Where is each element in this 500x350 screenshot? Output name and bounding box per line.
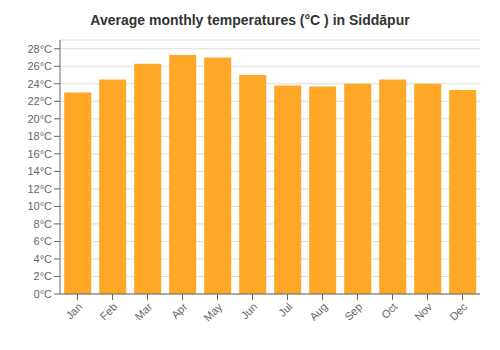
svg-text:12°C: 12°C	[27, 183, 52, 195]
svg-text:16°C: 16°C	[27, 148, 52, 160]
svg-text:8°C: 8°C	[34, 218, 53, 230]
html-text:Average monthly temperatures (: Average monthly temperatures (°C ) in Si…	[90, 12, 410, 28]
svg-text:14°C: 14°C	[27, 165, 52, 177]
svg-text:Sep: Sep	[342, 300, 364, 322]
svg-text:22°C: 22°C	[27, 95, 52, 107]
svg-text:24°C: 24°C	[27, 78, 52, 90]
svg-text:Apr: Apr	[169, 300, 190, 321]
svg-text:Jul: Jul	[276, 300, 294, 318]
svg-text:28°C: 28°C	[27, 43, 52, 55]
svg-text:Mar: Mar	[133, 300, 155, 322]
svg-text:6°C: 6°C	[34, 235, 53, 247]
svg-text:May: May	[201, 300, 225, 324]
svg-text:20°C: 20°C	[27, 113, 52, 125]
svg-text:Oct: Oct	[379, 300, 400, 321]
svg-text:Jan: Jan	[63, 300, 84, 321]
svg-text:4°C: 4°C	[34, 253, 53, 265]
svg-text:2°C: 2°C	[34, 270, 53, 282]
svg-text:Dec: Dec	[447, 300, 470, 323]
svg-text:18°C: 18°C	[27, 130, 52, 142]
svg-text:Jun: Jun	[238, 300, 259, 321]
svg-text:Nov: Nov	[412, 300, 435, 323]
svg-text:10°C: 10°C	[27, 200, 52, 212]
svg-text:Aug: Aug	[307, 300, 329, 322]
svg-text:26°C: 26°C	[27, 60, 52, 72]
svg-text:0°C: 0°C	[34, 288, 53, 300]
svg-text:Feb: Feb	[98, 300, 120, 322]
